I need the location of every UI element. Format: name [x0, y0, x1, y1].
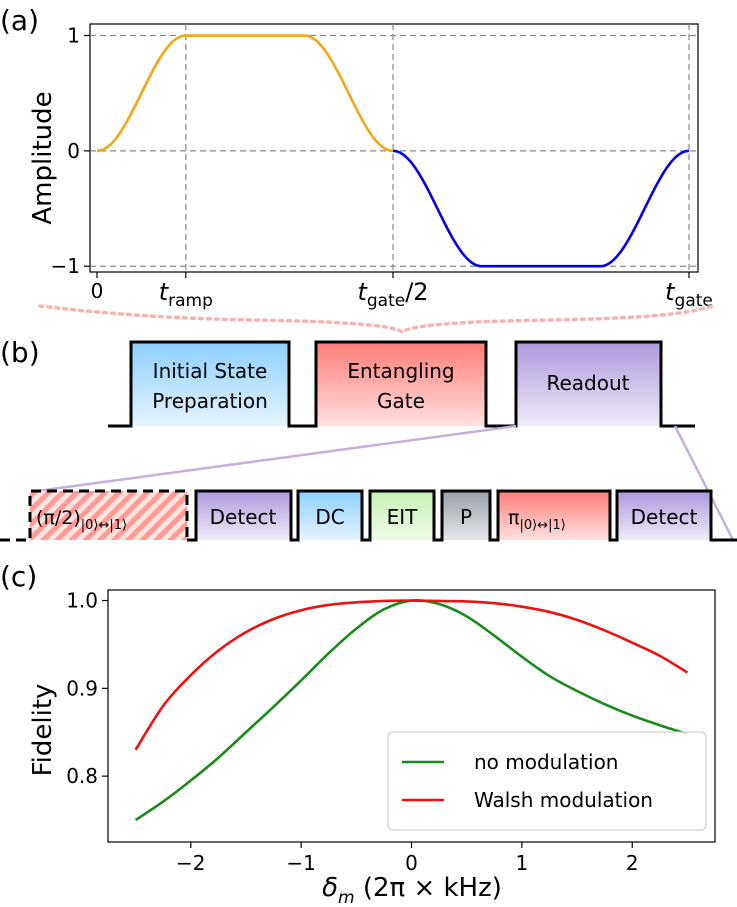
fidelity-walsh-modulation-line: [134, 599, 689, 751]
fidelity-x-tick-label: 2: [626, 851, 639, 875]
amplitude-x-tick-label: tgate: [665, 278, 713, 311]
amplitude-axis-label: Amplitude: [28, 91, 58, 224]
dc-box: [298, 491, 362, 540]
fidelity-x-tick-label: −2: [176, 851, 205, 875]
readout-label: Readout: [546, 371, 629, 395]
panel-b-label: (b): [0, 336, 40, 369]
amplitude-y-tick-label: 0: [67, 139, 80, 163]
initial-state-label-2: Preparation: [152, 389, 268, 413]
entangling-gate-label-2: Gate: [377, 389, 425, 413]
amplitude-x-tick-label: tramp: [159, 278, 213, 311]
delta-axis-label: δm (2π × kHz): [322, 873, 502, 907]
pulse-second-half-line: [392, 149, 690, 268]
entangling-gate-label-1: Entangling: [347, 359, 454, 383]
detect-label-2: Detect: [631, 505, 698, 529]
panel-a-label: (a): [0, 4, 39, 37]
dc-label: DC: [315, 505, 344, 529]
legend-box: [387, 731, 707, 831]
fidelity-y-tick-label: 0.8: [66, 764, 98, 788]
fidelity-x-tick-label: 0: [405, 851, 418, 875]
amplitude-y-tick-label: 1: [67, 24, 80, 48]
readout-box: [516, 342, 661, 426]
amplitude-x-tick-label: tgate/2: [357, 278, 428, 311]
amplitude-plot-frame: [89, 23, 699, 273]
amplitude-y-tick-label: −1: [51, 254, 80, 278]
pulse-first-half-line: [96, 34, 394, 153]
pi-half-label: (π/2)|0⟩↔|1⟩: [36, 507, 127, 533]
fidelity-y-tick-label: 0.9: [66, 676, 98, 700]
entangling-gate-box: [316, 342, 486, 426]
legend-label: no modulation: [474, 750, 618, 774]
zoom-line-left: [29, 424, 517, 494]
detect-label-1: Detect: [210, 505, 277, 529]
fidelity-x-tick-label: −1: [286, 851, 315, 875]
legend-label: Walsh modulation: [474, 788, 653, 812]
amplitude-x-tick-label: 0: [91, 279, 104, 303]
eit-box: [370, 491, 434, 540]
pi-half-outline: [0, 489, 189, 542]
readout-sequence-line: [187, 489, 737, 542]
detect-box-2: [617, 491, 711, 540]
eit-label: EIT: [387, 505, 419, 529]
p-box: [442, 491, 490, 540]
zoom-line-right: [673, 425, 735, 541]
initial-state-label-1: Initial State: [153, 359, 268, 383]
panel-c-label: (c): [0, 560, 37, 593]
fidelity-y-tick-label: 1.0: [66, 589, 98, 613]
initial-state-box: [131, 342, 289, 426]
fidelity-x-tick-label: 1: [515, 851, 528, 875]
pi-pulse-box: [498, 491, 610, 540]
p-label: P: [460, 505, 472, 529]
fidelity-plot: −2 −1 0 1 2 0.8 0.9 1.0 no modulation Walsh modul…: [66, 589, 716, 875]
pi-half-pulse-box: [30, 491, 187, 540]
brace-connector: [38, 304, 714, 335]
amplitude-plot: 1 0 −1 0 tramp tgate/2 tgate: [51, 23, 713, 311]
fidelity-axis-label: Fidelity: [28, 684, 58, 777]
pi-pulse-label: π|0⟩↔|1⟩: [508, 507, 566, 533]
detect-box-1: [196, 491, 291, 540]
